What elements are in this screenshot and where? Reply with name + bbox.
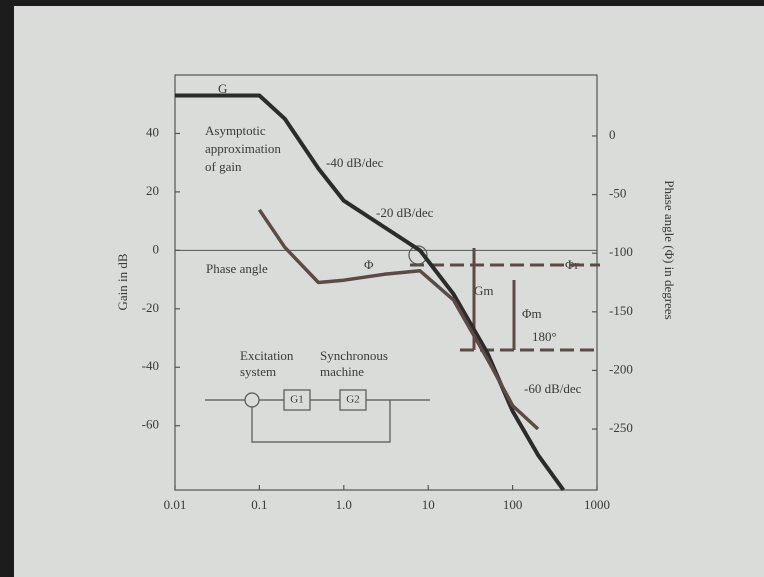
annotation: -60 dB/dec (524, 381, 582, 396)
x-tick-label: 1000 (584, 497, 610, 512)
chart: Gain in dB Phase angle (Φ) in degrees As… (0, 0, 764, 577)
annotation: Φ (364, 257, 374, 272)
series-label: G (218, 81, 227, 96)
annotation: of gain (205, 159, 242, 174)
y-axis-label: Gain in dB (115, 253, 130, 310)
annotation: system (240, 364, 276, 379)
y2-axis-label: Phase angle (Φ) in degrees (662, 180, 677, 319)
y2-tick-label: -150 (609, 303, 633, 318)
y-tick-label: 0 (153, 241, 160, 256)
y-tick-label: 40 (146, 124, 159, 139)
annotation: approximation (205, 141, 281, 156)
annotation: -20 dB/dec (376, 205, 434, 220)
y2-tick-label: -250 (609, 420, 633, 435)
y2-tick-label: 0 (609, 127, 616, 142)
x-tick-label: 0.1 (251, 497, 267, 512)
y2-tick-label: -50 (609, 186, 626, 201)
annotation: Synchronous (320, 348, 388, 363)
x-tick-label: 100 (503, 497, 523, 512)
annotation: 180° (532, 329, 557, 344)
annotation: G1 (290, 394, 303, 406)
annotation: Gm (474, 283, 494, 298)
series-label: Phase angle (206, 261, 268, 276)
annotation: Excitation (240, 348, 294, 363)
annotation: machine (320, 364, 364, 379)
y2-tick-label: -100 (609, 244, 633, 259)
y-tick-label: -60 (142, 417, 159, 432)
annotation: -40 dB/dec (326, 155, 384, 170)
x-tick-label: 1.0 (336, 497, 352, 512)
annotation: Asymptotic (205, 123, 266, 138)
y-tick-label: -20 (142, 300, 159, 315)
x-tick-label: 10 (422, 497, 435, 512)
annotation: Φm (522, 306, 542, 321)
y-tick-label: -40 (142, 358, 159, 373)
annotation: G2 (346, 394, 359, 406)
y-tick-label: 20 (146, 183, 159, 198)
page: Gain in dB Phase angle (Φ) in degrees As… (0, 0, 764, 577)
x-tick-label: 0.01 (164, 497, 187, 512)
y2-tick-label: -200 (609, 361, 633, 376)
